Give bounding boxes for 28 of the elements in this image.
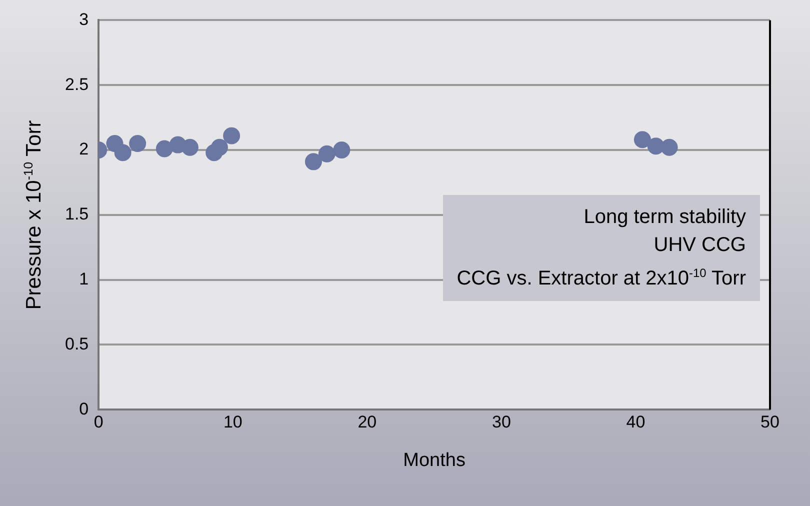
x-tick-label: 10 [223,412,242,432]
annotation: Long term stability [582,205,746,230]
point [660,138,678,156]
y-tick-label: 1 [79,269,89,288]
y-tick-label: 2.5 [64,74,89,94]
x-tick-label: 40 [626,412,646,432]
point [318,145,336,162]
point [156,140,173,158]
annotation: CCG vs. Extractor at 2x10$^{-10}$ Torr [456,265,746,292]
annotation: UHV CCG [652,233,746,258]
x-axis-title: Months [403,450,466,472]
point [223,127,240,144]
y-tick-label: 3 [79,10,89,29]
y-tick-label: 1.5 [64,204,89,224]
x-tick-label: 50 [760,412,780,432]
point [634,131,651,148]
point [210,138,228,156]
y-tick-label: 0.5 [64,334,89,354]
x-tick-label: 20 [358,412,377,432]
point [181,138,198,156]
point [304,153,322,170]
point [129,135,146,152]
y-tick-label: 0 [79,399,89,418]
x-tick-label: 0 [94,412,104,432]
x-tick-label: 30 [492,412,511,432]
y-tick-label: 2 [79,140,89,159]
point [333,142,350,158]
point [114,144,132,162]
